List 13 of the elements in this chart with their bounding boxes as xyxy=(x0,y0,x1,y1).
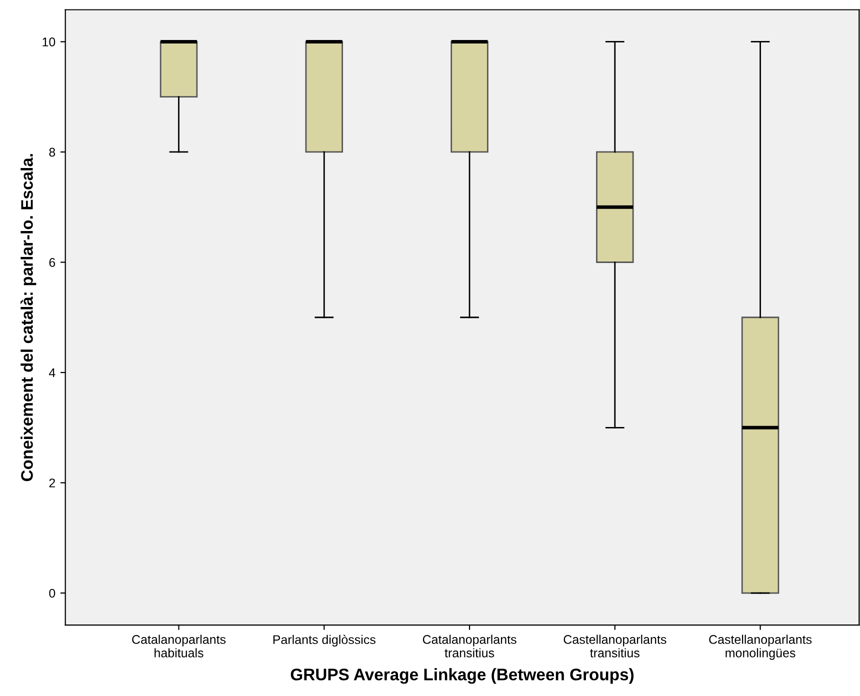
x-tick-label: Catalanoparlants transitius xyxy=(422,634,516,658)
y-tick-label: 0 xyxy=(49,588,56,598)
y-axis-title: Coneixement del català: parlar-lo. Escala. xyxy=(20,154,36,482)
x-axis-title: GRUPS Average Linkage (Between Groups) xyxy=(290,668,634,684)
y-tick-label: 6 xyxy=(49,258,56,267)
y-tick-label: 8 xyxy=(49,148,56,157)
x-tick-label: Catalanoparlants habituals xyxy=(132,634,226,658)
y-tick-label: 2 xyxy=(49,478,56,488)
x-tick-label: Parlants diglòssics xyxy=(273,634,376,647)
y-tick-label: 4 xyxy=(48,368,56,378)
y-tick-label: 10 xyxy=(42,38,56,46)
x-tick-label: Castellanoparlants monolingües xyxy=(709,634,812,660)
x-tick-label: Castellanoparlants transitius xyxy=(564,634,666,658)
